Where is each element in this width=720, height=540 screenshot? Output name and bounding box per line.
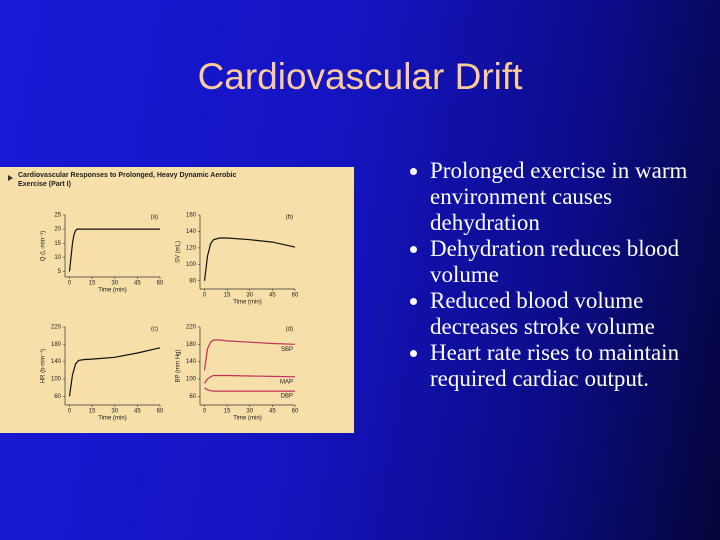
x-axis-label: Time (min) [233,416,261,422]
figure: Cardiovascular Responses to Prolonged, H… [0,167,354,433]
x-tick-label: 60 [292,293,299,299]
x-tick-label: 45 [269,409,276,415]
series-line [68,347,161,397]
x-tick-label: 60 [292,409,299,415]
y-tick-label: 180 [186,342,197,348]
y-tick-label: 10 [54,255,61,261]
x-axis-label: Time (min) [98,416,126,422]
bullet: Dehydration reduces blood volume [430,236,715,288]
y-tick-label: 20 [54,227,61,233]
y-tick-label: 15 [54,241,61,247]
series-line [203,339,296,371]
x-tick-label: 15 [224,409,231,415]
x-tick-label: 0 [68,281,72,287]
y-tick-label: 100 [186,377,197,383]
figure-background [0,167,354,433]
figure-title-box: Cardiovascular Responses to Prolonged, H… [18,172,237,188]
series-line [204,374,296,384]
series-line [68,228,160,272]
y-tick-label: 60 [54,394,61,400]
x-tick-label: 30 [111,409,118,415]
x-tick-label: 30 [111,281,118,287]
x-tick-label: 45 [269,293,276,299]
panel-label: (b) [286,215,293,221]
panel-label: (a) [151,215,158,221]
series-label: DBP [281,394,293,400]
y-tick-label: 220 [51,325,62,331]
y-tick-label: 5 [58,269,62,275]
x-tick-label: 45 [134,281,141,287]
slide-title: Cardiovascular Drift [197,56,523,97]
x-tick-label: 0 [68,409,72,415]
y-tick-label: 160 [186,213,197,219]
x-tick-label: 60 [157,409,164,415]
y-tick-label: 140 [186,229,197,235]
figure-arrow [8,175,13,181]
x-tick-label: 45 [134,409,141,415]
y-tick-label: 140 [186,359,197,365]
bullet: Heart rate rises to maintain required ca… [430,340,715,392]
x-axis-label: Time (min) [98,288,126,294]
series-line [204,387,295,392]
series-label: SBP [281,347,293,353]
y-axis-label: Q (L·min⁻¹) [41,231,47,262]
y-tick-label: 25 [54,213,61,219]
series-line [203,237,296,281]
x-tick-label: 15 [224,293,231,299]
y-tick-label: 60 [189,394,196,400]
y-axis-label: HR (b·min⁻¹) [41,349,47,384]
bullet: Prolonged exercise in warm environment c… [430,158,715,236]
x-tick-label: 30 [246,409,253,415]
y-tick-label: 100 [186,262,197,268]
figure-title: Cardiovascular Responses to Prolonged, H… [18,172,237,188]
y-tick-label: 140 [51,359,62,365]
panel-label: (c) [151,327,158,333]
x-tick-label: 0 [203,293,207,299]
y-axis-label: SV (mL) [176,241,182,263]
y-tick-label: 120 [186,245,197,251]
bullet-list: Prolonged exercise in warm environment c… [410,158,715,392]
x-tick-label: 0 [203,409,207,415]
y-tick-label: 220 [186,325,197,331]
y-tick-label: 180 [51,342,62,348]
x-tick-label: 15 [89,409,96,415]
y-tick-label: 100 [51,377,62,383]
y-axis-label: BP (mm Hg) [176,350,182,383]
x-tick-label: 15 [89,281,96,287]
y-tick-label: 80 [189,278,196,284]
x-axis-label: Time (min) [233,300,261,306]
x-tick-label: 60 [157,281,164,287]
series-label: MAP [280,379,293,385]
x-tick-label: 30 [246,293,253,299]
bullet: Reduced blood volume decreases stroke vo… [430,288,715,340]
panel-label: (d) [286,327,293,333]
